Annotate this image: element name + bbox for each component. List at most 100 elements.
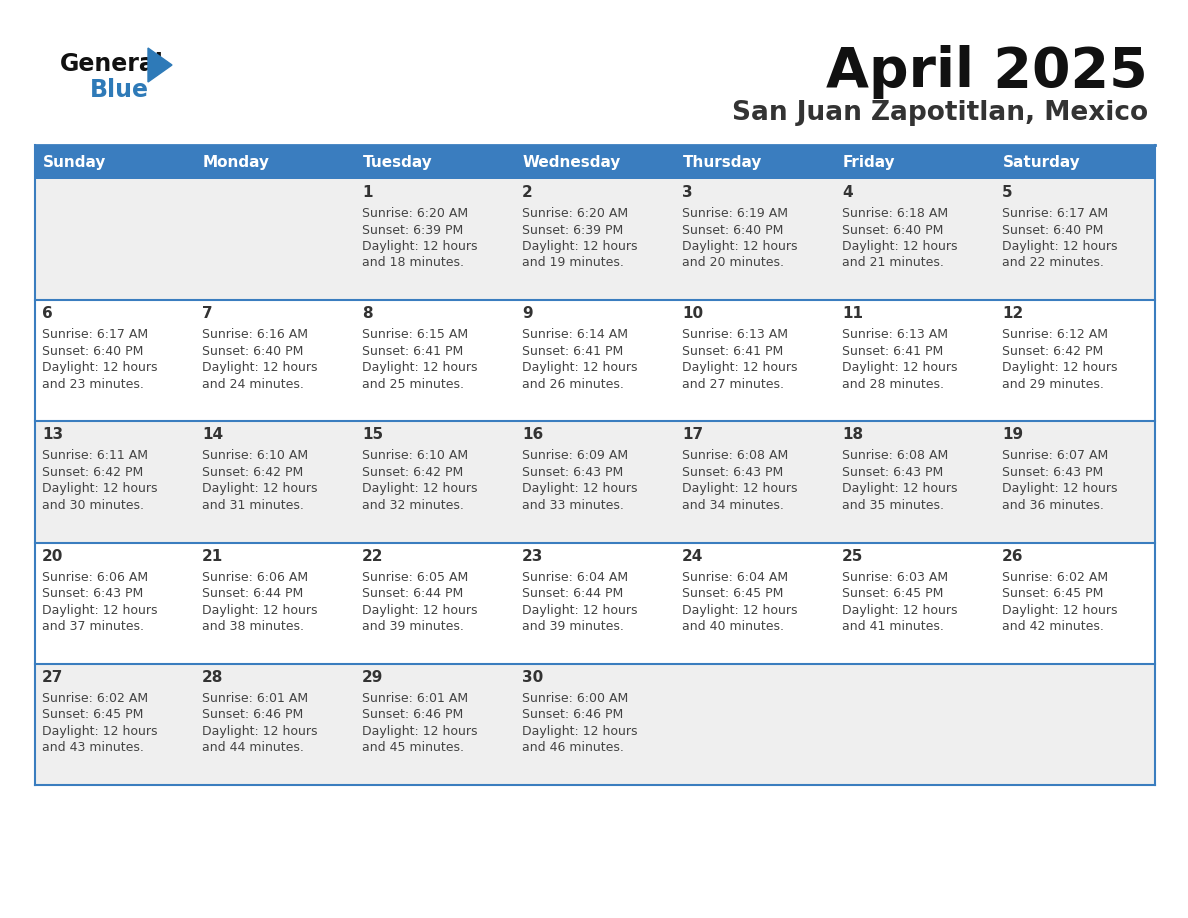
Text: and 44 minutes.: and 44 minutes. — [202, 742, 304, 755]
FancyBboxPatch shape — [355, 145, 516, 179]
Text: 3: 3 — [682, 185, 693, 200]
FancyBboxPatch shape — [34, 145, 195, 179]
Text: 6: 6 — [42, 307, 52, 321]
Text: Sunset: 6:41 PM: Sunset: 6:41 PM — [682, 344, 783, 358]
Text: 30: 30 — [522, 670, 543, 685]
Text: 12: 12 — [1001, 307, 1023, 321]
Text: Sunday: Sunday — [43, 154, 107, 170]
FancyBboxPatch shape — [835, 145, 996, 179]
FancyBboxPatch shape — [675, 179, 835, 300]
FancyBboxPatch shape — [516, 179, 675, 300]
Text: and 43 minutes.: and 43 minutes. — [42, 742, 144, 755]
Text: Daylight: 12 hours: Daylight: 12 hours — [362, 361, 478, 375]
Text: 14: 14 — [202, 428, 223, 442]
Text: and 20 minutes.: and 20 minutes. — [682, 256, 784, 270]
FancyBboxPatch shape — [355, 179, 516, 300]
Text: Sunrise: 6:13 AM: Sunrise: 6:13 AM — [682, 329, 788, 341]
FancyBboxPatch shape — [835, 664, 996, 785]
Text: Sunset: 6:44 PM: Sunset: 6:44 PM — [362, 588, 463, 600]
Text: 18: 18 — [842, 428, 864, 442]
Text: 9: 9 — [522, 307, 532, 321]
Text: Friday: Friday — [843, 154, 896, 170]
Text: Daylight: 12 hours: Daylight: 12 hours — [522, 240, 638, 253]
Text: 15: 15 — [362, 428, 383, 442]
Text: Sunset: 6:40 PM: Sunset: 6:40 PM — [842, 223, 943, 237]
Text: Daylight: 12 hours: Daylight: 12 hours — [202, 604, 317, 617]
Text: Sunrise: 6:05 AM: Sunrise: 6:05 AM — [362, 571, 468, 584]
FancyBboxPatch shape — [516, 300, 675, 421]
FancyBboxPatch shape — [996, 543, 1155, 664]
FancyBboxPatch shape — [675, 664, 835, 785]
Text: Daylight: 12 hours: Daylight: 12 hours — [1001, 361, 1118, 375]
Text: Daylight: 12 hours: Daylight: 12 hours — [202, 361, 317, 375]
Text: Sunset: 6:39 PM: Sunset: 6:39 PM — [522, 223, 624, 237]
Text: Sunrise: 6:17 AM: Sunrise: 6:17 AM — [42, 329, 148, 341]
Text: Sunset: 6:42 PM: Sunset: 6:42 PM — [1001, 344, 1104, 358]
Text: and 24 minutes.: and 24 minutes. — [202, 377, 304, 391]
Text: Sunset: 6:45 PM: Sunset: 6:45 PM — [842, 588, 943, 600]
Text: Daylight: 12 hours: Daylight: 12 hours — [682, 604, 797, 617]
Text: Sunrise: 6:17 AM: Sunrise: 6:17 AM — [1001, 207, 1108, 220]
Text: and 40 minutes.: and 40 minutes. — [682, 620, 784, 633]
Text: Daylight: 12 hours: Daylight: 12 hours — [362, 725, 478, 738]
Text: Sunset: 6:39 PM: Sunset: 6:39 PM — [362, 223, 463, 237]
Text: Sunrise: 6:15 AM: Sunrise: 6:15 AM — [362, 329, 468, 341]
Text: 7: 7 — [202, 307, 213, 321]
Text: Sunrise: 6:20 AM: Sunrise: 6:20 AM — [362, 207, 468, 220]
Text: Daylight: 12 hours: Daylight: 12 hours — [42, 604, 158, 617]
FancyBboxPatch shape — [355, 421, 516, 543]
Text: and 27 minutes.: and 27 minutes. — [682, 377, 784, 391]
Text: Sunrise: 6:08 AM: Sunrise: 6:08 AM — [842, 450, 948, 463]
Text: Sunrise: 6:02 AM: Sunrise: 6:02 AM — [42, 692, 148, 705]
Text: Sunrise: 6:00 AM: Sunrise: 6:00 AM — [522, 692, 628, 705]
Text: and 32 minutes.: and 32 minutes. — [362, 498, 463, 512]
FancyBboxPatch shape — [996, 145, 1155, 179]
Text: 21: 21 — [202, 549, 223, 564]
Text: Daylight: 12 hours: Daylight: 12 hours — [42, 725, 158, 738]
Text: and 41 minutes.: and 41 minutes. — [842, 620, 944, 633]
FancyBboxPatch shape — [34, 543, 195, 664]
Text: and 25 minutes.: and 25 minutes. — [362, 377, 465, 391]
Text: and 39 minutes.: and 39 minutes. — [362, 620, 463, 633]
Text: Sunset: 6:41 PM: Sunset: 6:41 PM — [522, 344, 624, 358]
Text: 10: 10 — [682, 307, 703, 321]
Text: Daylight: 12 hours: Daylight: 12 hours — [682, 482, 797, 496]
Text: Sunrise: 6:18 AM: Sunrise: 6:18 AM — [842, 207, 948, 220]
Text: and 38 minutes.: and 38 minutes. — [202, 620, 304, 633]
Text: 1: 1 — [362, 185, 373, 200]
Text: and 46 minutes.: and 46 minutes. — [522, 742, 624, 755]
Text: 2: 2 — [522, 185, 532, 200]
Text: and 30 minutes.: and 30 minutes. — [42, 498, 144, 512]
Text: San Juan Zapotitlan, Mexico: San Juan Zapotitlan, Mexico — [732, 100, 1148, 126]
Text: Sunrise: 6:08 AM: Sunrise: 6:08 AM — [682, 450, 789, 463]
Text: 5: 5 — [1001, 185, 1012, 200]
FancyBboxPatch shape — [675, 300, 835, 421]
FancyBboxPatch shape — [195, 179, 355, 300]
Text: Sunrise: 6:07 AM: Sunrise: 6:07 AM — [1001, 450, 1108, 463]
Text: 17: 17 — [682, 428, 703, 442]
Text: Daylight: 12 hours: Daylight: 12 hours — [42, 482, 158, 496]
Text: 4: 4 — [842, 185, 853, 200]
Text: and 31 minutes.: and 31 minutes. — [202, 498, 304, 512]
Text: April 2025: April 2025 — [826, 45, 1148, 99]
FancyBboxPatch shape — [835, 421, 996, 543]
Text: Daylight: 12 hours: Daylight: 12 hours — [1001, 604, 1118, 617]
FancyBboxPatch shape — [516, 543, 675, 664]
Text: Sunrise: 6:03 AM: Sunrise: 6:03 AM — [842, 571, 948, 584]
Text: Sunset: 6:45 PM: Sunset: 6:45 PM — [42, 709, 144, 722]
Text: Sunset: 6:42 PM: Sunset: 6:42 PM — [202, 466, 303, 479]
Text: Sunset: 6:46 PM: Sunset: 6:46 PM — [362, 709, 463, 722]
FancyBboxPatch shape — [835, 300, 996, 421]
Text: 16: 16 — [522, 428, 543, 442]
Text: Daylight: 12 hours: Daylight: 12 hours — [362, 604, 478, 617]
Text: and 19 minutes.: and 19 minutes. — [522, 256, 624, 270]
Text: Sunset: 6:45 PM: Sunset: 6:45 PM — [1001, 588, 1104, 600]
Text: Daylight: 12 hours: Daylight: 12 hours — [842, 482, 958, 496]
Text: Sunset: 6:40 PM: Sunset: 6:40 PM — [42, 344, 144, 358]
Text: Sunset: 6:45 PM: Sunset: 6:45 PM — [682, 588, 783, 600]
Text: 20: 20 — [42, 549, 63, 564]
Text: Sunrise: 6:06 AM: Sunrise: 6:06 AM — [202, 571, 308, 584]
Text: Daylight: 12 hours: Daylight: 12 hours — [682, 361, 797, 375]
Text: Thursday: Thursday — [683, 154, 763, 170]
Text: 26: 26 — [1001, 549, 1024, 564]
